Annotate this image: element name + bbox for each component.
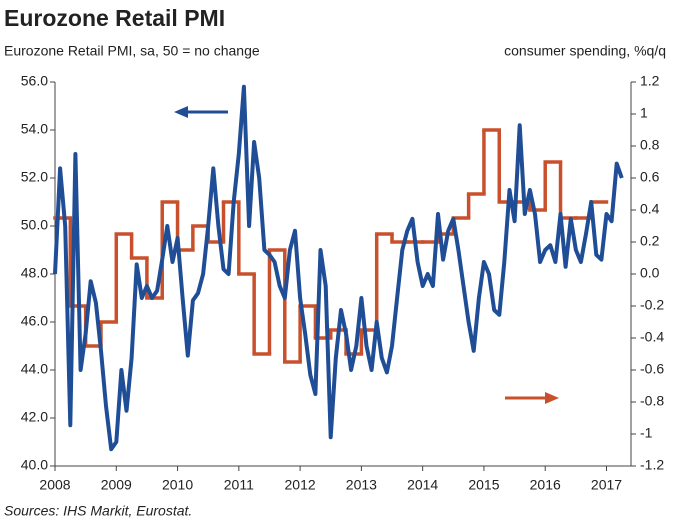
y-tick-label: 44.0	[21, 361, 48, 377]
y-tick-label: 54.0	[21, 121, 48, 137]
x-tick-label: 2014	[407, 477, 438, 493]
x-tick-label: 2017	[591, 477, 622, 493]
y2-tick-label: -0.4	[640, 329, 664, 345]
y2-tick-label: 0.2	[640, 233, 660, 249]
x-tick-label: 2008	[39, 477, 70, 493]
y-tick-label: 48.0	[21, 265, 48, 281]
chart-title: Eurozone Retail PMI	[4, 5, 225, 31]
y2-tick-label: 1	[640, 105, 648, 121]
y2-tick-label: -1	[640, 425, 653, 441]
pmi-line	[53, 84, 624, 452]
y2-tick-label: -1.2	[640, 457, 664, 473]
source: Sources: IHS Markit, Eurostat.	[4, 503, 192, 519]
y2-tick-label: 1.2	[640, 73, 660, 89]
y2-tick-label: -0.6	[640, 361, 664, 377]
x-tick-label: 2012	[285, 477, 316, 493]
y-tick-label: 52.0	[21, 169, 48, 185]
y2-tick-label: -0.8	[640, 393, 664, 409]
y2-tick-label: 0.6	[640, 169, 660, 185]
y-tick-label: 56.0	[21, 73, 48, 89]
y2-tick-label: 0.8	[640, 137, 660, 153]
x-tick-label: 2011	[224, 477, 254, 493]
y2-axis-label: consumer spending, %q/q	[504, 43, 666, 59]
x-tick-label: 2009	[101, 477, 132, 493]
y-tick-label: 50.0	[21, 217, 48, 233]
y-tick-label: 40.0	[21, 457, 48, 473]
y-tick-label: 42.0	[21, 409, 48, 425]
arrow-right	[505, 392, 559, 404]
y2-tick-label: 0.0	[640, 265, 660, 281]
arrow-left	[174, 106, 228, 118]
y-tick-label: 46.0	[21, 313, 48, 329]
x-tick-label: 2016	[530, 477, 561, 493]
x-tick-label: 2010	[162, 477, 193, 493]
x-tick-label: 2013	[346, 477, 377, 493]
x-tick-label: 2015	[468, 477, 499, 493]
y2-tick-label: -0.2	[640, 297, 664, 313]
subtitle: Eurozone Retail PMI, sa, 50 = no change	[4, 43, 260, 59]
y2-tick-label: 0.4	[640, 201, 660, 217]
